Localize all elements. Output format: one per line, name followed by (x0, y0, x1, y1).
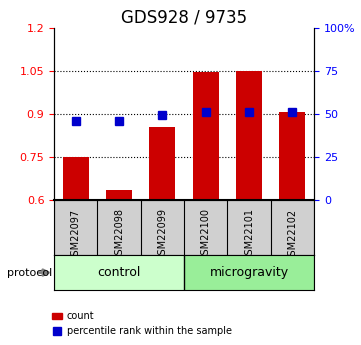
Text: protocol: protocol (7, 268, 52, 277)
Text: GSM22100: GSM22100 (201, 208, 211, 262)
Bar (149, 127, 175, 200)
Bar (184, 255, 314, 290)
Bar (236, 71, 262, 200)
Bar (54, 255, 184, 290)
Title: GDS928 / 9735: GDS928 / 9735 (121, 8, 247, 26)
Text: GSM22097: GSM22097 (71, 208, 81, 262)
Legend: count, percentile rank within the sample: count, percentile rank within the sample (48, 307, 235, 340)
Text: GSM22101: GSM22101 (244, 208, 254, 262)
Bar (279, 112, 305, 200)
Bar (193, 72, 219, 200)
Bar (106, 190, 132, 200)
Bar (63, 157, 89, 200)
Text: microgravity: microgravity (209, 266, 289, 279)
Text: GSM22098: GSM22098 (114, 208, 124, 262)
Text: control: control (97, 266, 141, 279)
Text: GSM22102: GSM22102 (287, 208, 297, 262)
Text: GSM22099: GSM22099 (157, 208, 168, 262)
